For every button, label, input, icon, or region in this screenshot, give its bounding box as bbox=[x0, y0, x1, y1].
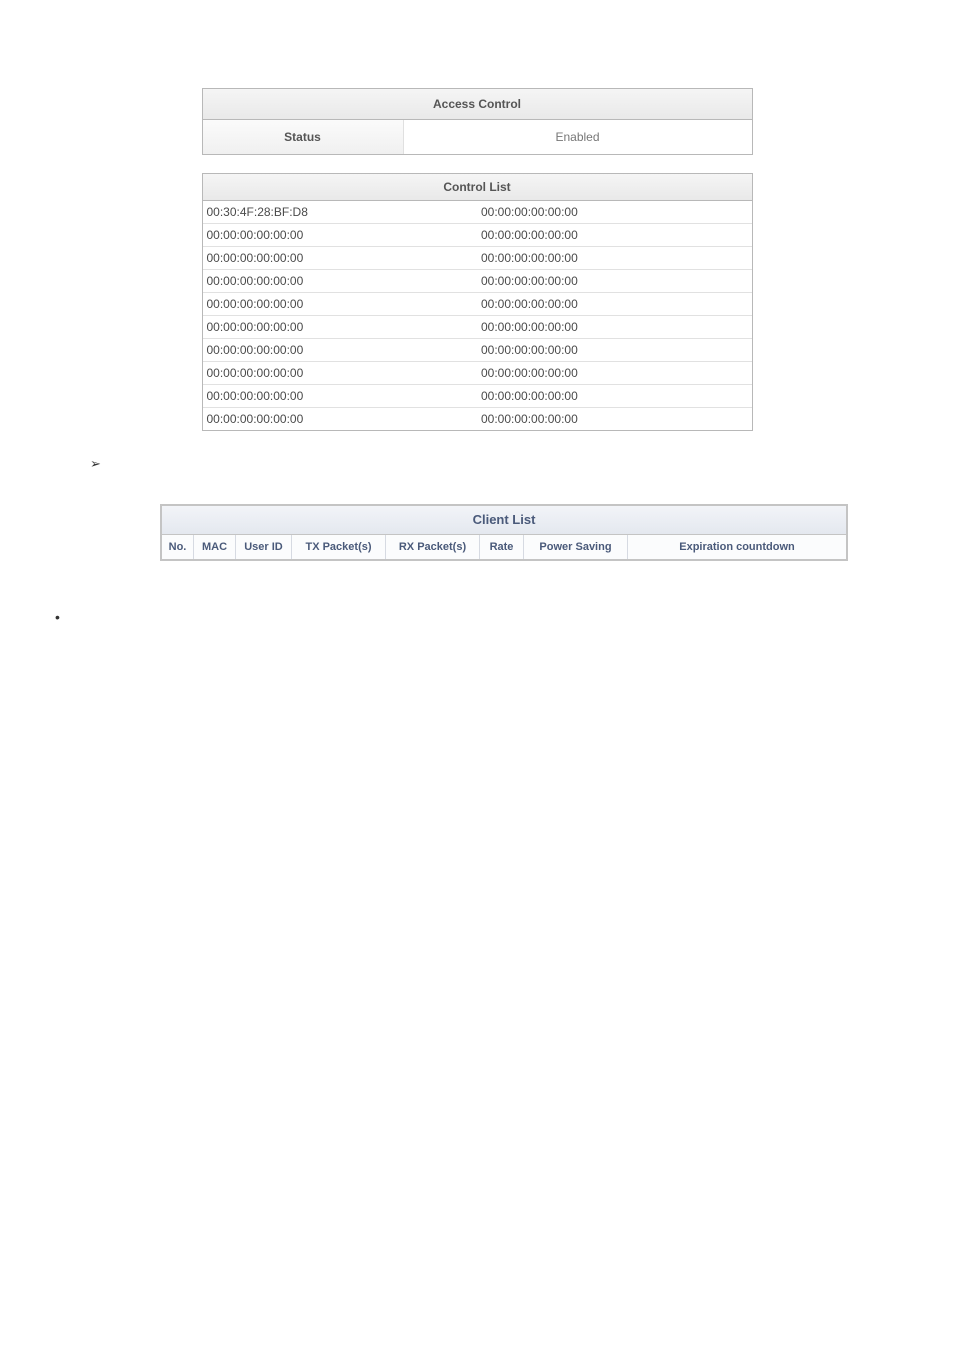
mac-right: 00:00:00:00:00:00 bbox=[477, 247, 752, 269]
client-list-title: Client List bbox=[162, 506, 846, 535]
client-col-header: User ID bbox=[236, 535, 292, 559]
mac-right: 00:00:00:00:00:00 bbox=[477, 316, 752, 338]
control-list-row: 00:00:00:00:00:0000:00:00:00:00:00 bbox=[203, 315, 752, 338]
client-col-header: Expiration countdown bbox=[628, 535, 846, 559]
control-list-title: Control List bbox=[203, 174, 752, 201]
client-col-header: RX Packet(s) bbox=[386, 535, 480, 559]
control-list-row: 00:00:00:00:00:0000:00:00:00:00:00 bbox=[203, 269, 752, 292]
mac-left: 00:00:00:00:00:00 bbox=[203, 224, 478, 246]
mac-left: 00:00:00:00:00:00 bbox=[203, 247, 478, 269]
mac-left: 00:00:00:00:00:00 bbox=[203, 362, 478, 384]
control-list-row: 00:00:00:00:00:0000:00:00:00:00:00 bbox=[203, 223, 752, 246]
mac-right: 00:00:00:00:00:00 bbox=[477, 339, 752, 361]
access-control-panel: Access Control Status Enabled bbox=[202, 88, 753, 155]
mac-left: 00:00:00:00:00:00 bbox=[203, 270, 478, 292]
mac-right: 00:00:00:00:00:00 bbox=[477, 385, 752, 407]
control-list-row: 00:00:00:00:00:0000:00:00:00:00:00 bbox=[203, 292, 752, 315]
client-list-header-row: No.MACUser IDTX Packet(s)RX Packet(s)Rat… bbox=[162, 535, 846, 559]
mac-left: 00:30:4F:28:BF:D8 bbox=[203, 201, 478, 223]
control-list-body: 00:30:4F:28:BF:D800:00:00:00:00:0000:00:… bbox=[203, 201, 752, 430]
mac-left: 00:00:00:00:00:00 bbox=[203, 316, 478, 338]
control-list-panel: Control List 00:30:4F:28:BF:D800:00:00:0… bbox=[202, 173, 753, 431]
status-value: Enabled bbox=[404, 120, 752, 154]
client-col-header: Power Saving bbox=[524, 535, 628, 559]
mac-left: 00:00:00:00:00:00 bbox=[203, 293, 478, 315]
control-list-row: 00:30:4F:28:BF:D800:00:00:00:00:00 bbox=[203, 201, 752, 223]
control-list-row: 00:00:00:00:00:0000:00:00:00:00:00 bbox=[203, 338, 752, 361]
client-col-header: No. bbox=[162, 535, 194, 559]
control-list-row: 00:00:00:00:00:0000:00:00:00:00:00 bbox=[203, 361, 752, 384]
mac-left: 00:00:00:00:00:00 bbox=[203, 385, 478, 407]
mac-left: 00:00:00:00:00:00 bbox=[203, 408, 478, 430]
arrow-bullet-icon: ➢ bbox=[90, 456, 101, 472]
control-list-row: 00:00:00:00:00:0000:00:00:00:00:00 bbox=[203, 246, 752, 269]
control-list-row: 00:00:00:00:00:0000:00:00:00:00:00 bbox=[203, 384, 752, 407]
dot-bullet-icon: • bbox=[55, 609, 60, 625]
access-control-status-row: Status Enabled bbox=[203, 120, 752, 155]
client-col-header: TX Packet(s) bbox=[292, 535, 386, 559]
status-label: Status bbox=[203, 120, 404, 154]
mac-right: 00:00:00:00:00:00 bbox=[477, 408, 752, 430]
client-col-header: Rate bbox=[480, 535, 524, 559]
mac-right: 00:00:00:00:00:00 bbox=[477, 201, 752, 223]
client-col-header: MAC bbox=[194, 535, 236, 559]
control-list-row: 00:00:00:00:00:0000:00:00:00:00:00 bbox=[203, 407, 752, 430]
mac-right: 00:00:00:00:00:00 bbox=[477, 362, 752, 384]
mac-right: 00:00:00:00:00:00 bbox=[477, 224, 752, 246]
access-control-title: Access Control bbox=[203, 89, 752, 120]
mac-left: 00:00:00:00:00:00 bbox=[203, 339, 478, 361]
client-list-panel: Client List No.MACUser IDTX Packet(s)RX … bbox=[160, 504, 848, 561]
mac-right: 00:00:00:00:00:00 bbox=[477, 270, 752, 292]
mac-right: 00:00:00:00:00:00 bbox=[477, 293, 752, 315]
